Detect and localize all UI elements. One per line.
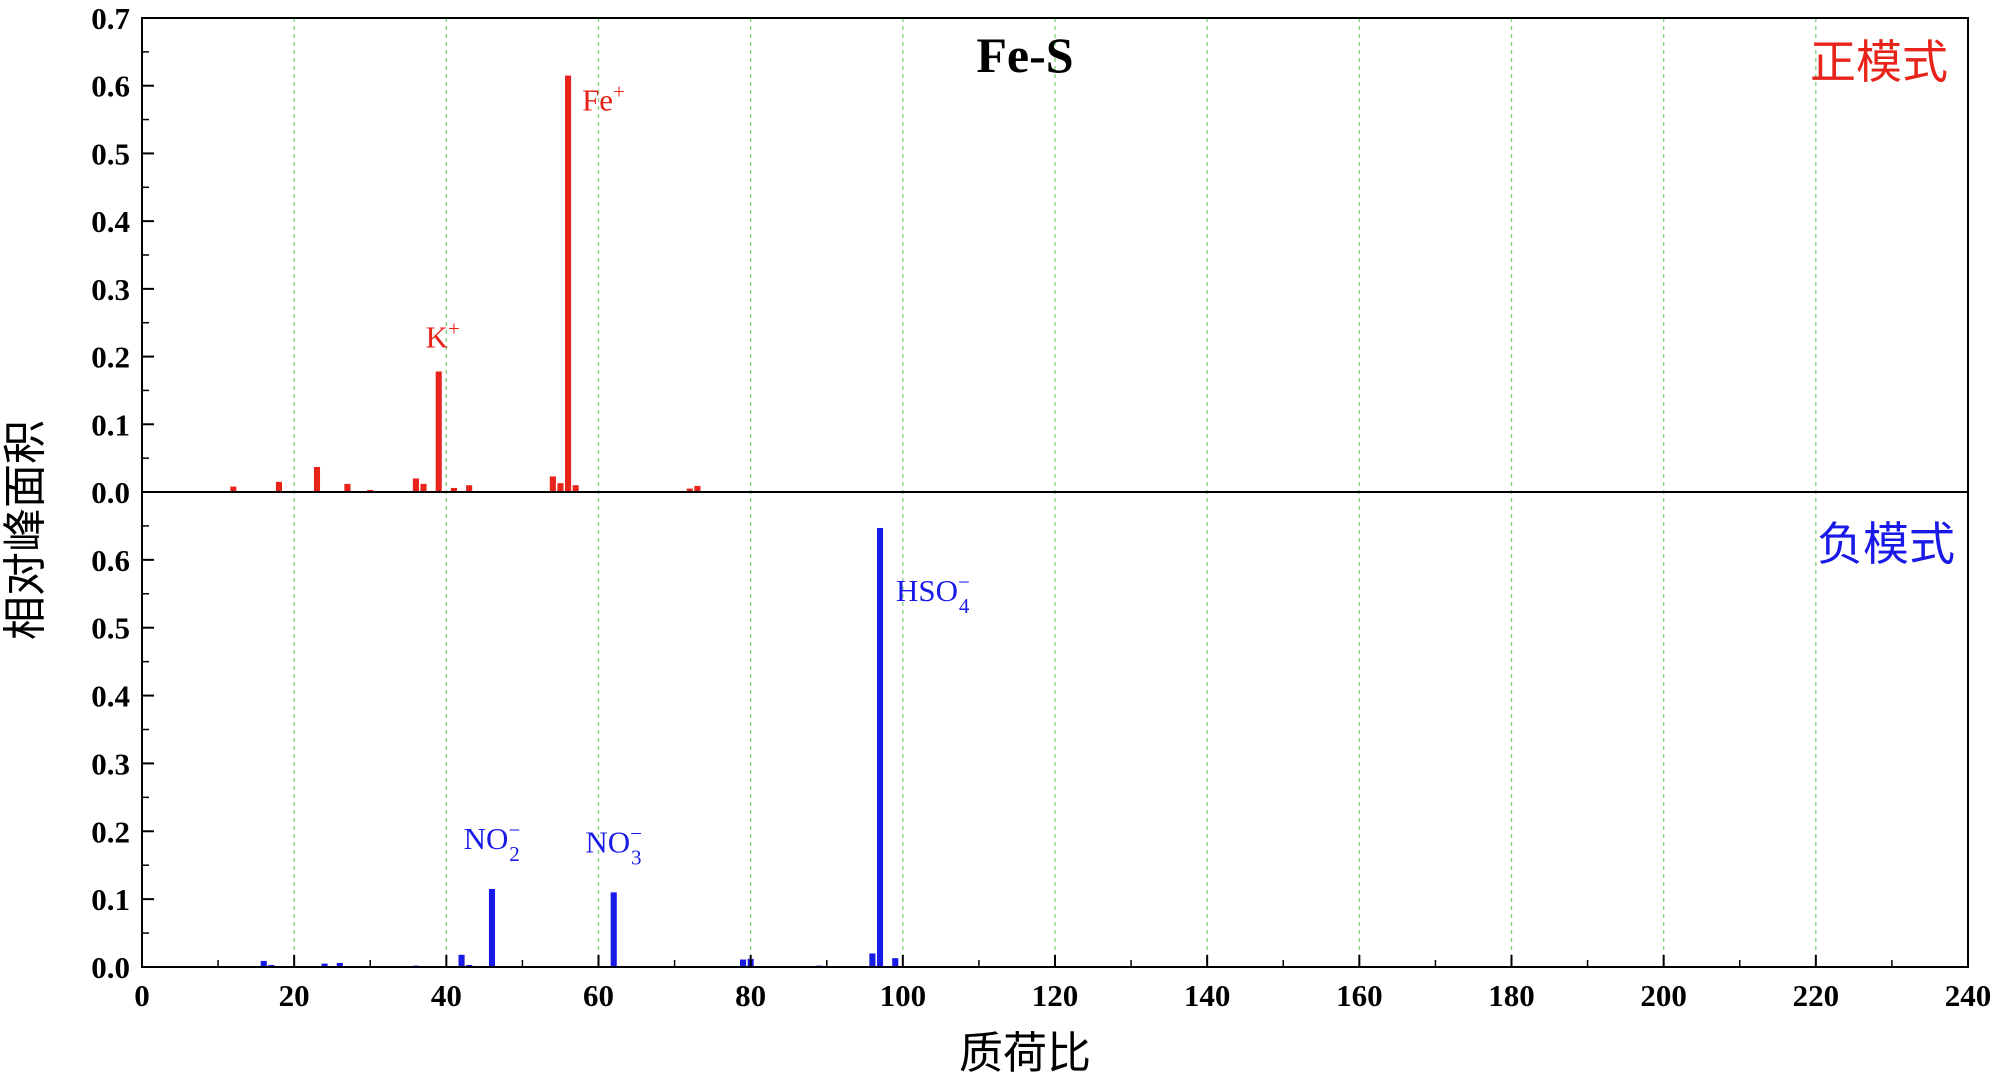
- peak-label-subscript: 3: [631, 845, 642, 869]
- peak-label-base: Fe: [582, 83, 613, 118]
- peak-label-subscript: 4: [959, 594, 970, 618]
- bar: [458, 954, 465, 967]
- peak-label-base: NO: [464, 821, 509, 856]
- bar: [450, 487, 457, 492]
- bar: [260, 960, 267, 967]
- x-tick-label: 80: [735, 978, 766, 1013]
- peak-label-base: HSO: [896, 573, 958, 608]
- bar: [336, 962, 343, 967]
- peak-label: NO− 3: [585, 821, 642, 869]
- bar: [876, 527, 884, 967]
- y-tick-label: 0.0: [91, 950, 130, 985]
- y-tick-label: 0.0: [91, 475, 130, 510]
- y-tick-label: 0.3: [91, 272, 130, 307]
- x-tick-label: 200: [1640, 978, 1687, 1013]
- y-tick-label: 0.1: [91, 407, 130, 442]
- bar: [275, 481, 282, 492]
- peak-label-base: K: [426, 319, 449, 354]
- bars: [230, 75, 899, 967]
- x-tick-label: 20: [279, 978, 310, 1013]
- peak-label-charge: +: [448, 316, 460, 340]
- y-tick-label: 0.4: [91, 204, 130, 239]
- peak-label-charge: −: [508, 818, 520, 842]
- bar: [412, 478, 419, 492]
- peak-label-charge: +: [613, 80, 625, 104]
- y-tick-label: 0.7: [91, 1, 130, 36]
- bar: [321, 963, 328, 967]
- x-tick-label: 180: [1488, 978, 1535, 1013]
- bar: [488, 888, 496, 967]
- bar: [435, 371, 442, 492]
- negative-mode-label: 负模式: [1817, 519, 1955, 570]
- y-tick-label: 0.4: [91, 679, 130, 714]
- peak-label-subscript: 2: [509, 842, 520, 866]
- peak-label-charge: −: [958, 570, 970, 594]
- chart-title: Fe-S: [976, 27, 1073, 83]
- positive-mode-label: 正模式: [1810, 37, 1948, 88]
- bar: [892, 958, 899, 967]
- bar: [869, 953, 876, 967]
- y-tick-label: 0.2: [91, 814, 130, 849]
- x-tick-label: 220: [1793, 978, 1840, 1013]
- peak-label-base: NO: [585, 824, 630, 859]
- y-tick-label: 0.6: [91, 69, 130, 104]
- y-tick-label: 0.1: [91, 882, 130, 917]
- x-tick-label: 120: [1032, 978, 1079, 1013]
- bar: [420, 483, 427, 492]
- x-tick-label: 160: [1336, 978, 1383, 1013]
- y-tick-label: 0.6: [91, 543, 130, 578]
- y-tick-label: 0.2: [91, 340, 130, 375]
- plot-frame: [141, 17, 1969, 968]
- bar: [549, 476, 556, 492]
- peak-label-charge: −: [630, 821, 642, 845]
- bar: [610, 892, 617, 967]
- peak-label: HSO− 4: [896, 570, 970, 618]
- bar: [740, 959, 747, 967]
- bar: [466, 964, 473, 967]
- x-tick-label: 140: [1184, 978, 1231, 1013]
- bar: [466, 485, 473, 492]
- bar: [557, 483, 564, 492]
- tick-labels: 0.0 0.1 0.2 0.3 0.4 0.5 0.6 0.7 0.0 0.1 0.2 0.3 0.4 0…: [91, 1, 1991, 1013]
- y-tick-label: 0.5: [91, 136, 130, 171]
- bar: [686, 488, 693, 492]
- x-tick-label: 0: [134, 978, 150, 1013]
- peak-label: Fe+: [582, 80, 625, 118]
- x-axis-title: 质荷比: [959, 1029, 1091, 1077]
- tick-marks: [141, 17, 1969, 968]
- x-tick-label: 60: [583, 978, 614, 1013]
- x-tick-label: 40: [431, 978, 462, 1013]
- bar: [565, 75, 572, 493]
- bar: [268, 964, 275, 967]
- y-tick-label: 0.3: [91, 746, 130, 781]
- peak-label: K+: [426, 316, 460, 354]
- bar: [694, 485, 701, 492]
- bar: [230, 486, 237, 492]
- y-axis-title: 相对峰面积: [1, 420, 50, 640]
- y-tick-label: 0.5: [91, 611, 130, 646]
- bar: [572, 485, 579, 492]
- bar: [344, 483, 351, 492]
- peak-label: NO− 2: [464, 818, 521, 866]
- bar: [313, 466, 321, 492]
- bar: [367, 489, 374, 492]
- x-tick-label: 240: [1945, 978, 1992, 1013]
- x-tick-label: 100: [880, 978, 927, 1013]
